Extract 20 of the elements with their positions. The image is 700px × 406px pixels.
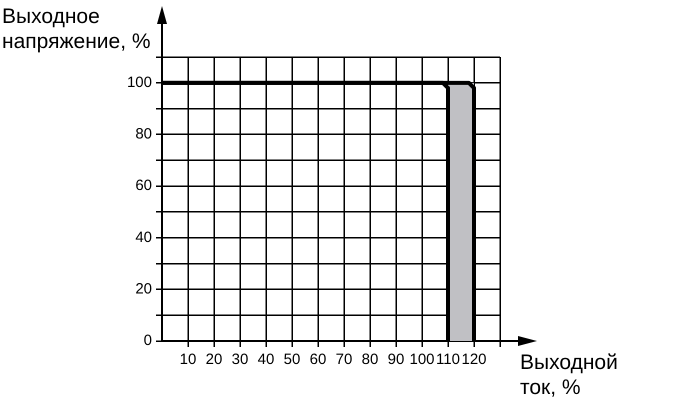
- x-tick-label: 110: [436, 351, 460, 368]
- x-tick-label: 100: [409, 351, 435, 368]
- x-tick-label: 10: [180, 351, 196, 368]
- x-tick-label: 50: [284, 351, 300, 368]
- x-tick-label: 30: [232, 351, 248, 368]
- x-tick-label: 20: [206, 351, 222, 368]
- y-tick-label: 100: [126, 74, 152, 91]
- x-tick-label: 60: [310, 351, 326, 368]
- y-tick-label: 40: [135, 228, 152, 246]
- x-tick-label: 70: [336, 351, 352, 368]
- y-tick-label: 0: [144, 332, 152, 350]
- y-tick-label: 20: [135, 280, 152, 298]
- x-tick-label: 80: [362, 351, 378, 368]
- y-tick-label: 80: [135, 126, 152, 143]
- x-tick-label: 120: [461, 351, 487, 368]
- x-tick-label: 40: [258, 351, 274, 368]
- x-axis-title: Выходной ток, %: [520, 350, 619, 400]
- x-tick-label: 90: [388, 351, 404, 368]
- y-tick-label: 60: [135, 177, 152, 194]
- y-axis-title: Выходное напряжение, %: [2, 4, 152, 54]
